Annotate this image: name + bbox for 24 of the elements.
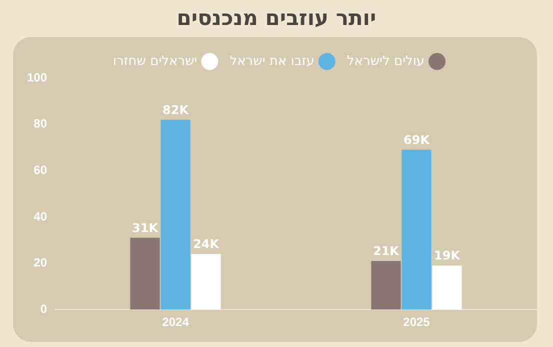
y-tick-label: 0 — [40, 302, 48, 316]
y-tick-label: 40 — [34, 209, 48, 224]
legend-label: ישראלים שחזרו — [112, 54, 198, 69]
bar — [432, 266, 462, 310]
bar — [130, 238, 160, 310]
y-tick-label: 20 — [34, 256, 48, 270]
bar — [402, 150, 432, 310]
legend-label: עזבו את ישראל — [230, 54, 314, 69]
legend-label: עולים לישראל — [346, 54, 425, 69]
data-label: 21K — [372, 244, 400, 258]
data-label: 82K — [162, 102, 190, 117]
chart-title: יותר עוזבים מנכנסים — [176, 5, 378, 32]
data-label: 19K — [434, 248, 461, 263]
bar — [160, 120, 190, 310]
x-tick-label: 2025 — [403, 315, 430, 330]
x-tick-label: 2024 — [162, 315, 190, 330]
y-tick-label: 80 — [34, 116, 48, 131]
bar — [191, 254, 221, 310]
y-tick-label: 60 — [34, 162, 48, 177]
bar — [371, 260, 401, 310]
data-label: 31K — [132, 220, 159, 235]
data-label: 24K — [193, 237, 220, 252]
data-label: 69K — [404, 132, 430, 147]
y-tick-label: 100 — [26, 70, 48, 84]
